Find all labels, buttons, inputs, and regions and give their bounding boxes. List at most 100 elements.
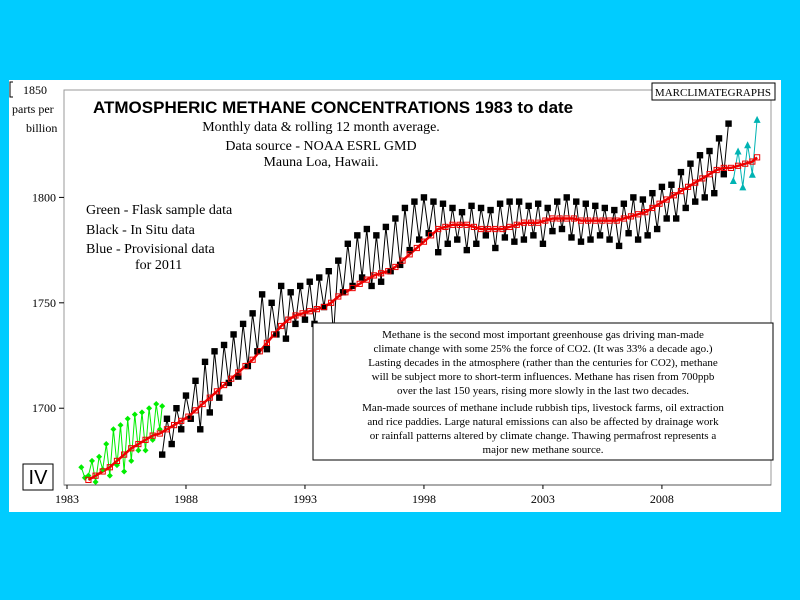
provisional-point <box>734 147 742 155</box>
legend-line-1: Green - Flask sample data <box>86 203 233 218</box>
data-point <box>520 236 528 243</box>
data-point <box>496 200 504 207</box>
data-point <box>406 246 413 254</box>
average-point <box>349 284 356 292</box>
data-point <box>501 234 509 241</box>
average-point <box>213 388 221 395</box>
data-point <box>692 198 699 205</box>
data-point <box>577 238 585 245</box>
average-point <box>506 223 513 231</box>
data-point <box>530 232 537 239</box>
average-point <box>477 225 485 233</box>
data-point <box>596 232 604 239</box>
legend-line-3: Blue - Provisional data <box>86 242 215 257</box>
data-point <box>663 215 670 222</box>
data-point <box>606 236 613 243</box>
flask-point <box>138 409 145 416</box>
series-markers <box>78 115 761 485</box>
data-point <box>620 200 628 207</box>
flask-point <box>131 411 138 418</box>
average-point <box>749 158 756 165</box>
average-point <box>149 432 156 439</box>
average-point <box>406 251 413 258</box>
average-point <box>656 200 663 207</box>
data-point <box>392 215 399 222</box>
data-point <box>396 261 404 269</box>
average-point <box>713 166 720 174</box>
average-point <box>556 215 563 222</box>
data-point <box>358 274 366 281</box>
data-point <box>258 291 266 298</box>
data-point <box>282 335 290 342</box>
average-point <box>249 356 256 363</box>
methane-chart: 1983 1988 1993 1998 2003 2008 1700 1750 1800 18… <box>9 81 776 506</box>
average-point <box>734 162 742 169</box>
y-tick-label: 1700 <box>32 401 56 415</box>
data-point <box>515 198 523 205</box>
average-point <box>385 268 392 275</box>
data-point <box>701 194 708 201</box>
average-point <box>378 270 385 277</box>
x-tick-label: 1988 <box>174 492 198 506</box>
data-point <box>368 282 375 290</box>
data-point <box>649 189 656 197</box>
data-point <box>463 246 470 254</box>
data-point <box>715 135 723 142</box>
average-point <box>649 204 656 212</box>
legend-line-2: Black - In Situ data <box>86 223 196 238</box>
data-point <box>411 198 418 205</box>
data-point <box>487 206 494 214</box>
average-point <box>106 464 113 471</box>
average-point <box>306 308 313 315</box>
data-point <box>725 120 732 127</box>
y-tick-label: 1750 <box>32 296 56 310</box>
average-point <box>285 316 292 323</box>
average-point <box>663 196 670 203</box>
data-point <box>554 198 561 205</box>
average-point <box>170 421 178 429</box>
data-point <box>720 171 727 178</box>
average-point <box>156 430 163 437</box>
average-point <box>392 263 399 271</box>
axes <box>63 90 771 486</box>
average-point <box>520 219 527 226</box>
data-point <box>601 204 609 212</box>
average-point <box>613 217 620 224</box>
flask-point <box>146 405 153 412</box>
annotation-line-1: Methane is the second most important gre… <box>382 329 704 341</box>
provisional-point <box>729 177 737 185</box>
data-point <box>668 181 675 188</box>
flask-point <box>106 472 113 479</box>
data-point <box>682 204 689 212</box>
average-point <box>299 310 306 317</box>
x-tick-label: 2008 <box>650 492 674 506</box>
annotation-line-2: climate change with some 25% the force o… <box>373 343 712 355</box>
average-point <box>577 217 585 224</box>
annotation-line-4: will be subject more to short-term influ… <box>372 371 715 383</box>
average-point <box>342 289 349 296</box>
x-tick-label: 1998 <box>412 492 436 506</box>
data-point <box>558 225 566 233</box>
data-point <box>696 152 704 159</box>
data-point <box>197 426 204 433</box>
average-point <box>292 312 299 319</box>
average-point <box>185 413 192 420</box>
flask-point <box>78 464 85 471</box>
data-point <box>544 204 551 212</box>
average-point <box>270 331 278 338</box>
data-point <box>449 204 456 212</box>
average-point <box>85 476 92 483</box>
provisional-point <box>753 115 761 123</box>
average-point <box>220 381 228 389</box>
average-point <box>135 440 142 448</box>
average-point <box>592 217 599 224</box>
panel-label-box <box>22 463 54 491</box>
annotation-box <box>312 322 774 461</box>
average-point <box>313 306 320 313</box>
annotation-line-5: over the last 150 years, rising more slo… <box>397 385 689 397</box>
average-point <box>370 272 378 279</box>
data-point <box>468 202 475 210</box>
data-point <box>287 289 294 296</box>
average-point <box>328 299 335 306</box>
data-point <box>492 244 499 252</box>
